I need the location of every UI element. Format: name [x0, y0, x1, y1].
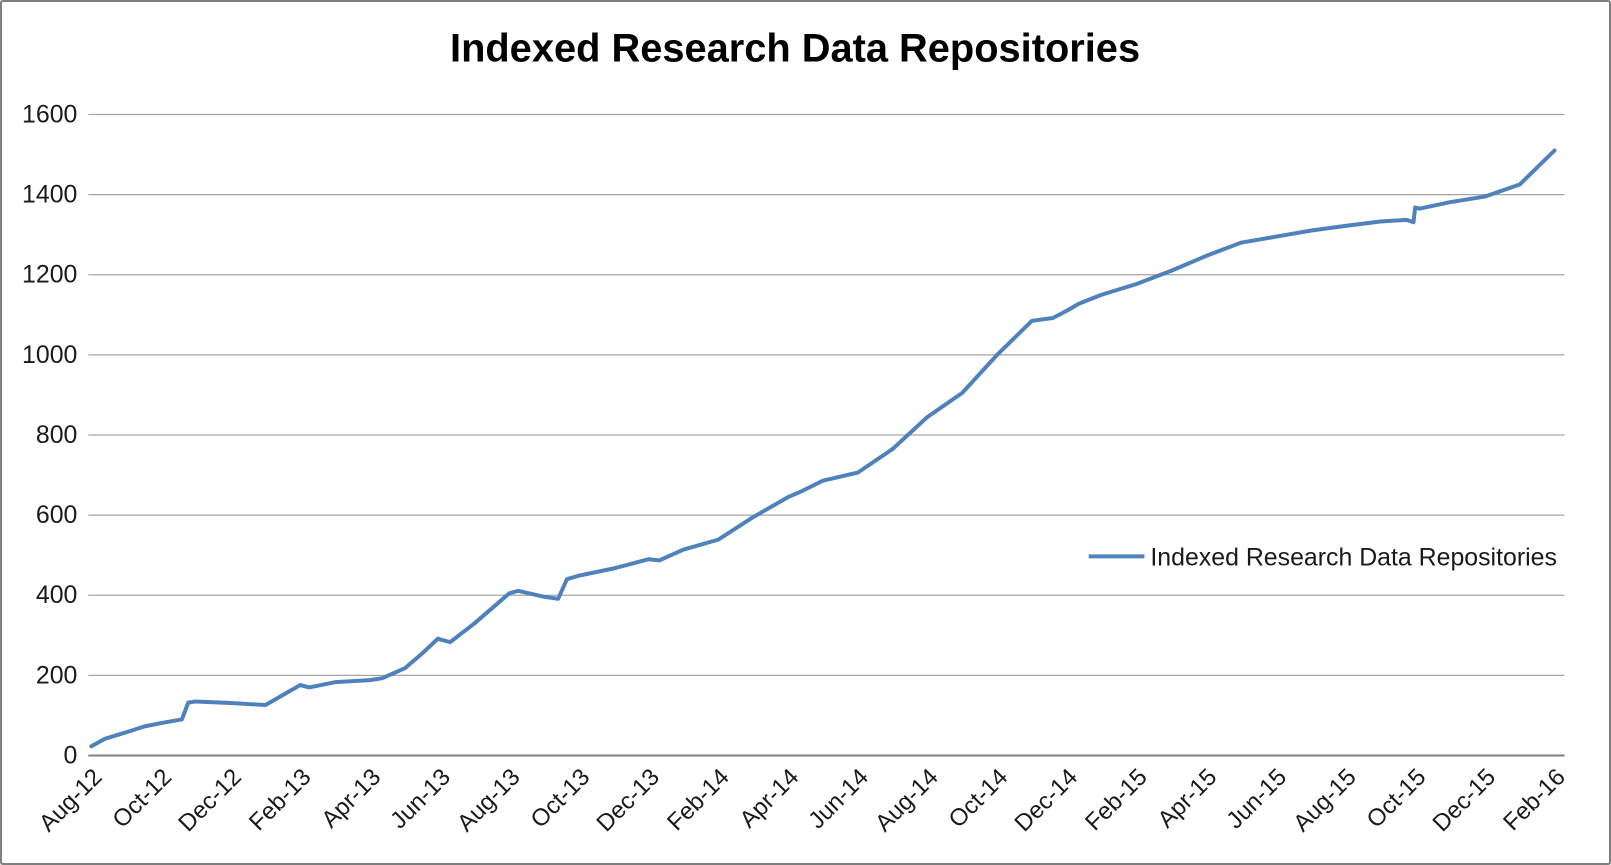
x-axis-tick-label: Apr-13	[316, 764, 386, 834]
x-axis-tick-label: Dec-15	[1428, 764, 1502, 838]
x-axis-tick-label: Dec-13	[591, 764, 665, 838]
x-axis-tick-label: Oct-15	[1362, 764, 1432, 834]
x-axis-tick-label: Aug-13	[452, 764, 526, 838]
x-axis-tick-label: Aug-15	[1288, 764, 1362, 838]
y-axis-tick-label: 800	[36, 421, 78, 449]
legend-group: Indexed Research Data Repositories	[1088, 543, 1557, 571]
y-axis-tick-label: 400	[36, 581, 78, 609]
y-axis-tick-label: 0	[64, 741, 78, 769]
x-axis-tick-label: Feb-13	[244, 764, 317, 837]
y-axis-tick-label: 1000	[22, 341, 77, 369]
chart-title: Indexed Research Data Repositories	[450, 27, 1140, 71]
x-axis-tick-label: Apr-14	[734, 764, 804, 834]
x-axis-tick-label: Feb-15	[1080, 764, 1153, 837]
gridlines-group	[88, 113, 1565, 757]
legend-label: Indexed Research Data Repositories	[1150, 543, 1557, 571]
x-axis-tick-label: Dec-12	[173, 764, 247, 838]
y-axis-tick-label: 200	[36, 661, 78, 689]
x-axis-tick-label: Aug-12	[34, 764, 108, 838]
data-series-group	[89, 148, 1557, 749]
y-axis-labels-group: 0 200 400 600 800 1000 1200 1400 1600	[22, 100, 77, 769]
x-axis-tick-label: Feb-16	[1498, 764, 1571, 837]
x-axis-tick-label: Feb-14	[662, 764, 735, 837]
y-axis-tick-label: 1200	[22, 261, 77, 289]
x-axis-tick-label: Oct-14	[944, 764, 1014, 834]
y-axis-tick-label: 600	[36, 501, 78, 529]
x-axis-tick-label: Jun-15	[1221, 764, 1292, 835]
y-axis-tick-label: 1600	[22, 100, 77, 128]
x-axis-tick-label: Jun-13	[385, 764, 456, 835]
x-axis-tick-label: Jun-14	[803, 764, 874, 835]
x-axis-tick-label: Aug-14	[870, 764, 944, 838]
data-series-line	[89, 148, 1557, 749]
y-axis-tick-label: 1400	[22, 181, 77, 209]
x-axis-tick-label: Apr-15	[1153, 764, 1223, 834]
x-axis-tick-label: Oct-12	[107, 764, 177, 834]
x-axis-tick-label: Dec-14	[1009, 764, 1083, 838]
x-axis-tick-label: Oct-13	[525, 764, 595, 834]
